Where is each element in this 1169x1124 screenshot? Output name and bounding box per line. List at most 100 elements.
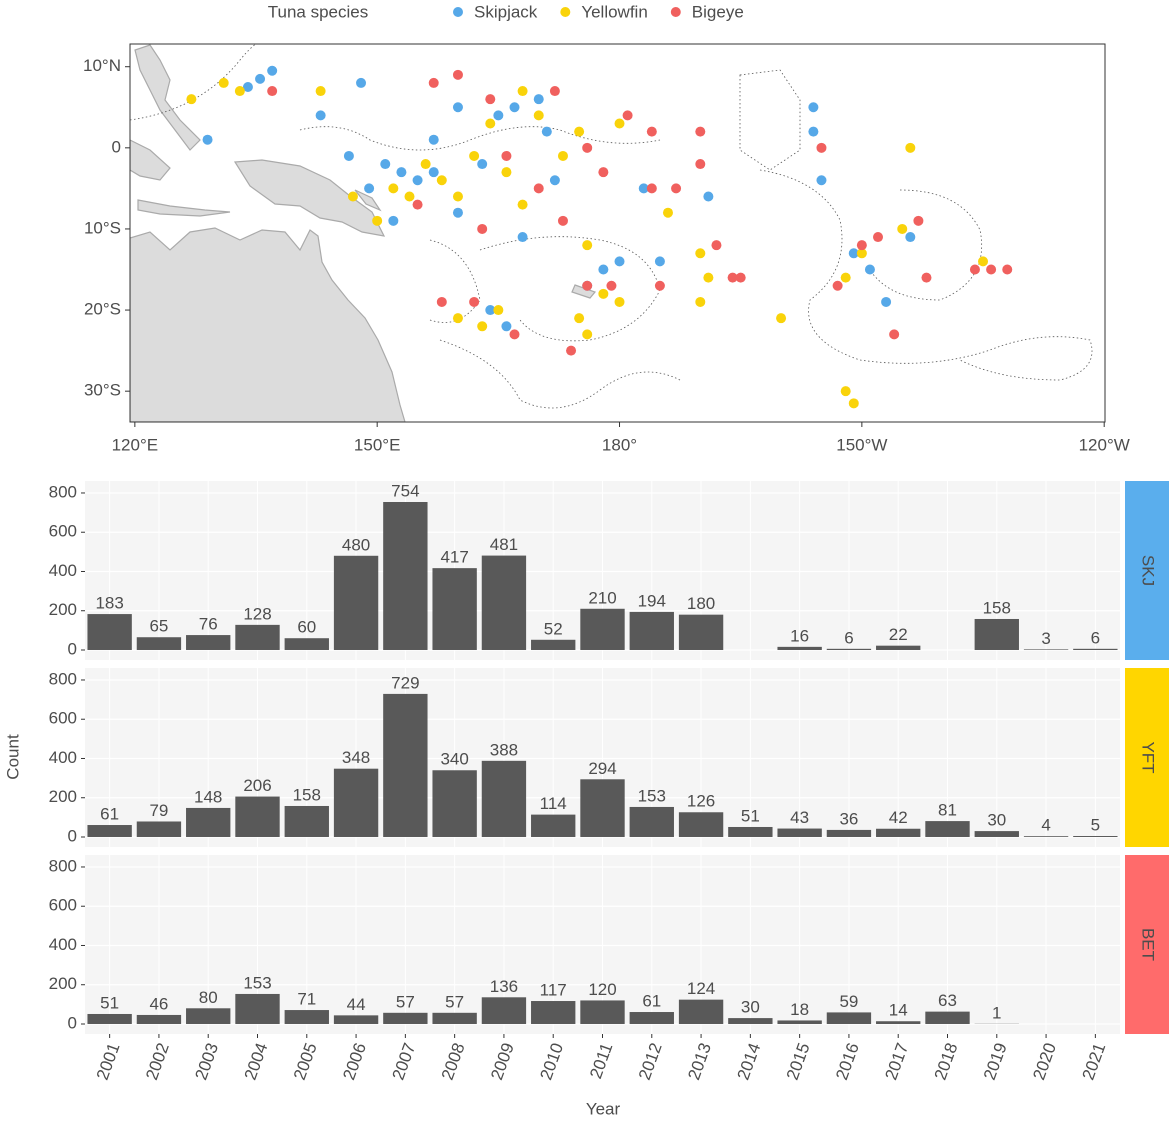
x-tick-label: 2018	[931, 1040, 962, 1082]
point	[242, 81, 253, 92]
legend-swatch	[560, 7, 571, 17]
bar	[876, 1021, 921, 1024]
point	[840, 386, 851, 397]
point	[808, 126, 819, 137]
point	[662, 207, 673, 218]
point	[840, 272, 851, 283]
point	[493, 305, 504, 316]
value-label: 18	[790, 1000, 809, 1019]
value-label: 348	[342, 748, 370, 767]
point	[549, 86, 560, 97]
point	[695, 159, 706, 170]
y-tick-label: 0	[68, 1013, 77, 1032]
point	[469, 150, 480, 161]
value-label: 153	[638, 786, 666, 805]
point	[856, 240, 867, 251]
bar	[481, 555, 527, 650]
point	[501, 150, 512, 161]
value-label: 136	[490, 977, 518, 996]
bar	[531, 639, 576, 650]
y-tick-label: 400	[49, 748, 77, 767]
point	[202, 134, 213, 145]
point	[622, 110, 633, 121]
point	[816, 142, 827, 153]
point	[509, 329, 520, 340]
bar	[432, 1012, 477, 1024]
bar	[284, 1010, 329, 1024]
y-tick-label: 600	[49, 522, 77, 541]
x-tick-label: 2016	[832, 1040, 863, 1082]
value-label: 60	[297, 618, 316, 637]
point	[711, 240, 722, 251]
facet-label: BET	[1139, 928, 1158, 961]
bar	[186, 1008, 231, 1024]
point	[582, 240, 593, 251]
bar	[678, 812, 724, 837]
point	[533, 110, 544, 121]
point	[727, 272, 738, 283]
y-tick-label: 10°N	[83, 56, 121, 75]
bar	[826, 829, 872, 837]
value-label: 124	[687, 979, 715, 998]
x-tick-label: 2001	[93, 1040, 124, 1082]
x-tick-label: 2011	[586, 1040, 616, 1081]
point	[477, 223, 488, 234]
x-tick-label: 2007	[389, 1040, 420, 1082]
value-label: 61	[642, 992, 661, 1011]
point	[436, 296, 447, 307]
value-label: 63	[938, 991, 957, 1010]
point	[452, 191, 463, 202]
bar	[136, 1014, 182, 1024]
bar	[629, 611, 674, 650]
bar	[777, 828, 822, 837]
value-label: 180	[687, 594, 715, 613]
bar	[284, 805, 329, 837]
point	[646, 183, 657, 194]
bar	[580, 1000, 625, 1024]
bar	[1023, 649, 1069, 650]
bar	[235, 796, 280, 837]
point	[848, 248, 859, 259]
value-label: 79	[149, 801, 168, 820]
bar	[481, 997, 527, 1024]
value-label: 6	[1091, 628, 1100, 647]
bar	[974, 618, 1019, 650]
bar	[333, 555, 379, 650]
value-label: 44	[347, 995, 366, 1014]
point	[557, 150, 568, 161]
bar	[333, 768, 379, 837]
facet-strip	[1125, 481, 1169, 660]
point	[582, 142, 593, 153]
value-label: 120	[588, 980, 616, 999]
bar	[925, 821, 970, 837]
value-label: 30	[987, 811, 1006, 830]
point	[428, 167, 439, 178]
point	[477, 159, 488, 170]
value-label: 158	[293, 785, 321, 804]
value-label: 71	[297, 990, 316, 1009]
x-tick-label: 150°E	[354, 435, 401, 454]
value-label: 128	[243, 604, 271, 623]
point	[356, 77, 367, 88]
bar	[678, 999, 724, 1024]
point	[452, 102, 463, 113]
value-label: 340	[440, 750, 468, 769]
point	[606, 280, 617, 291]
point	[776, 313, 787, 324]
x-tick-label: 180°	[602, 435, 637, 454]
y-axis-title: Count	[3, 734, 22, 780]
y-tick-label: 200	[49, 787, 77, 806]
point	[343, 150, 354, 161]
point	[889, 329, 900, 340]
value-label: 206	[243, 776, 271, 795]
point	[347, 191, 358, 202]
value-label: 158	[983, 598, 1011, 617]
value-label: 148	[194, 787, 222, 806]
bar	[531, 1001, 576, 1024]
bar	[777, 1020, 822, 1024]
y-tick-label: 10°S	[84, 218, 121, 237]
point	[703, 272, 714, 283]
point	[614, 118, 625, 129]
value-label: 43	[790, 808, 809, 827]
point	[255, 73, 266, 84]
